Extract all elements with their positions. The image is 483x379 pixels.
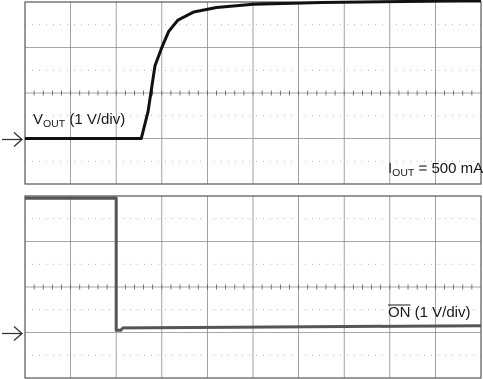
on-trace	[25, 196, 482, 332]
on-center-ticks	[24, 284, 482, 290]
vout-center-ticks	[24, 90, 482, 96]
on-ground-arrow-icon	[2, 326, 23, 341]
vout-trace	[25, 0, 482, 140]
vout-series-label: VOUT (1 V/div)	[33, 111, 125, 130]
vout-panel: VOUT (1 V/div) IOUT = 500 mA	[2, 0, 483, 185]
on-series-label: ON (1 V/div)	[388, 304, 471, 321]
iout-annotation: IOUT = 500 mA	[388, 160, 483, 179]
on-grid	[25, 196, 481, 378]
vout-ground-arrow-icon	[2, 132, 23, 147]
on-panel: ON (1 V/div)	[2, 195, 482, 379]
